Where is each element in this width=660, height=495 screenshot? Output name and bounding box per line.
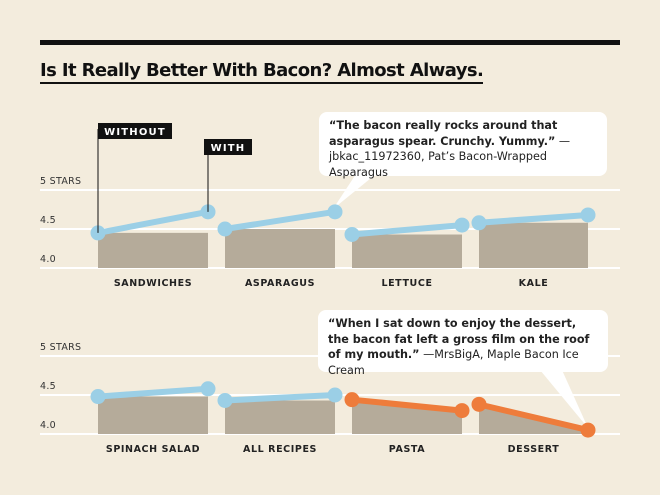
quote-pointer [540, 370, 588, 428]
legend-with-label: WITH [211, 143, 246, 154]
point-without [217, 221, 233, 237]
baseline-area [225, 229, 335, 268]
quote-text: “The bacon really rocks around that aspa… [329, 119, 558, 148]
point-with [200, 381, 216, 397]
point-without [217, 392, 233, 408]
y-tick-label: 4.0 [40, 420, 56, 431]
point-with [580, 422, 596, 438]
category-label: LETTUCE [381, 278, 432, 289]
baseline-area [98, 232, 208, 268]
quote-bubble-dessert: “When I sat down to enjoy the dessert, t… [318, 310, 608, 377]
baseline-area [225, 400, 335, 434]
y-tick-label: 5 STARS [40, 342, 81, 353]
point-without [471, 396, 487, 412]
slope-line [349, 222, 465, 238]
category-label: KALE [519, 278, 549, 289]
point-with [327, 387, 343, 403]
quote-attribution: —MrsBigA, Maple Bacon Ice Cream [328, 348, 579, 377]
quote-pointer [333, 174, 376, 209]
quote-attribution: —jbkac_11972360, Pat’s Bacon-Wrapped Asp… [329, 134, 571, 179]
point-with [580, 207, 596, 223]
point-with [327, 204, 343, 220]
top-rule [40, 40, 620, 45]
slope-line [95, 208, 211, 236]
y-tick-label: 5 STARS [40, 176, 81, 187]
point-without [90, 389, 106, 405]
slope-line [476, 211, 591, 226]
legend-with-tag [204, 139, 252, 155]
point-with [454, 403, 470, 419]
quote-text: “When I sat down to enjoy the dessert, t… [328, 317, 590, 361]
category-label: SPINACH SALAD [106, 444, 200, 455]
legend-without-tag [98, 123, 172, 139]
slope-line [349, 396, 465, 414]
slope-line [95, 385, 211, 400]
quote-bubble-asparagus: “The bacon really rocks around that aspa… [319, 112, 607, 179]
category-label: DESSERT [508, 444, 560, 455]
category-label: ALL RECIPES [243, 444, 317, 455]
baseline-area [352, 234, 462, 268]
baseline-area [479, 222, 588, 268]
baseline-area [98, 396, 208, 434]
point-without [344, 392, 360, 408]
slope-line [222, 208, 338, 232]
point-without [471, 215, 487, 231]
y-tick-label: 4.5 [40, 215, 56, 226]
slope-line [476, 401, 591, 434]
slope-line [222, 392, 338, 404]
legend-without-label: WITHOUT [104, 127, 166, 138]
point-with [454, 217, 470, 233]
point-without [344, 226, 360, 242]
category-label: SANDWICHES [114, 278, 192, 289]
category-label: ASPARAGUS [245, 278, 315, 289]
y-tick-label: 4.5 [40, 381, 56, 392]
y-tick-label: 4.0 [40, 254, 56, 265]
page-title: Is It Really Better With Bacon? Almost A… [40, 60, 484, 84]
category-label: PASTA [389, 444, 425, 455]
